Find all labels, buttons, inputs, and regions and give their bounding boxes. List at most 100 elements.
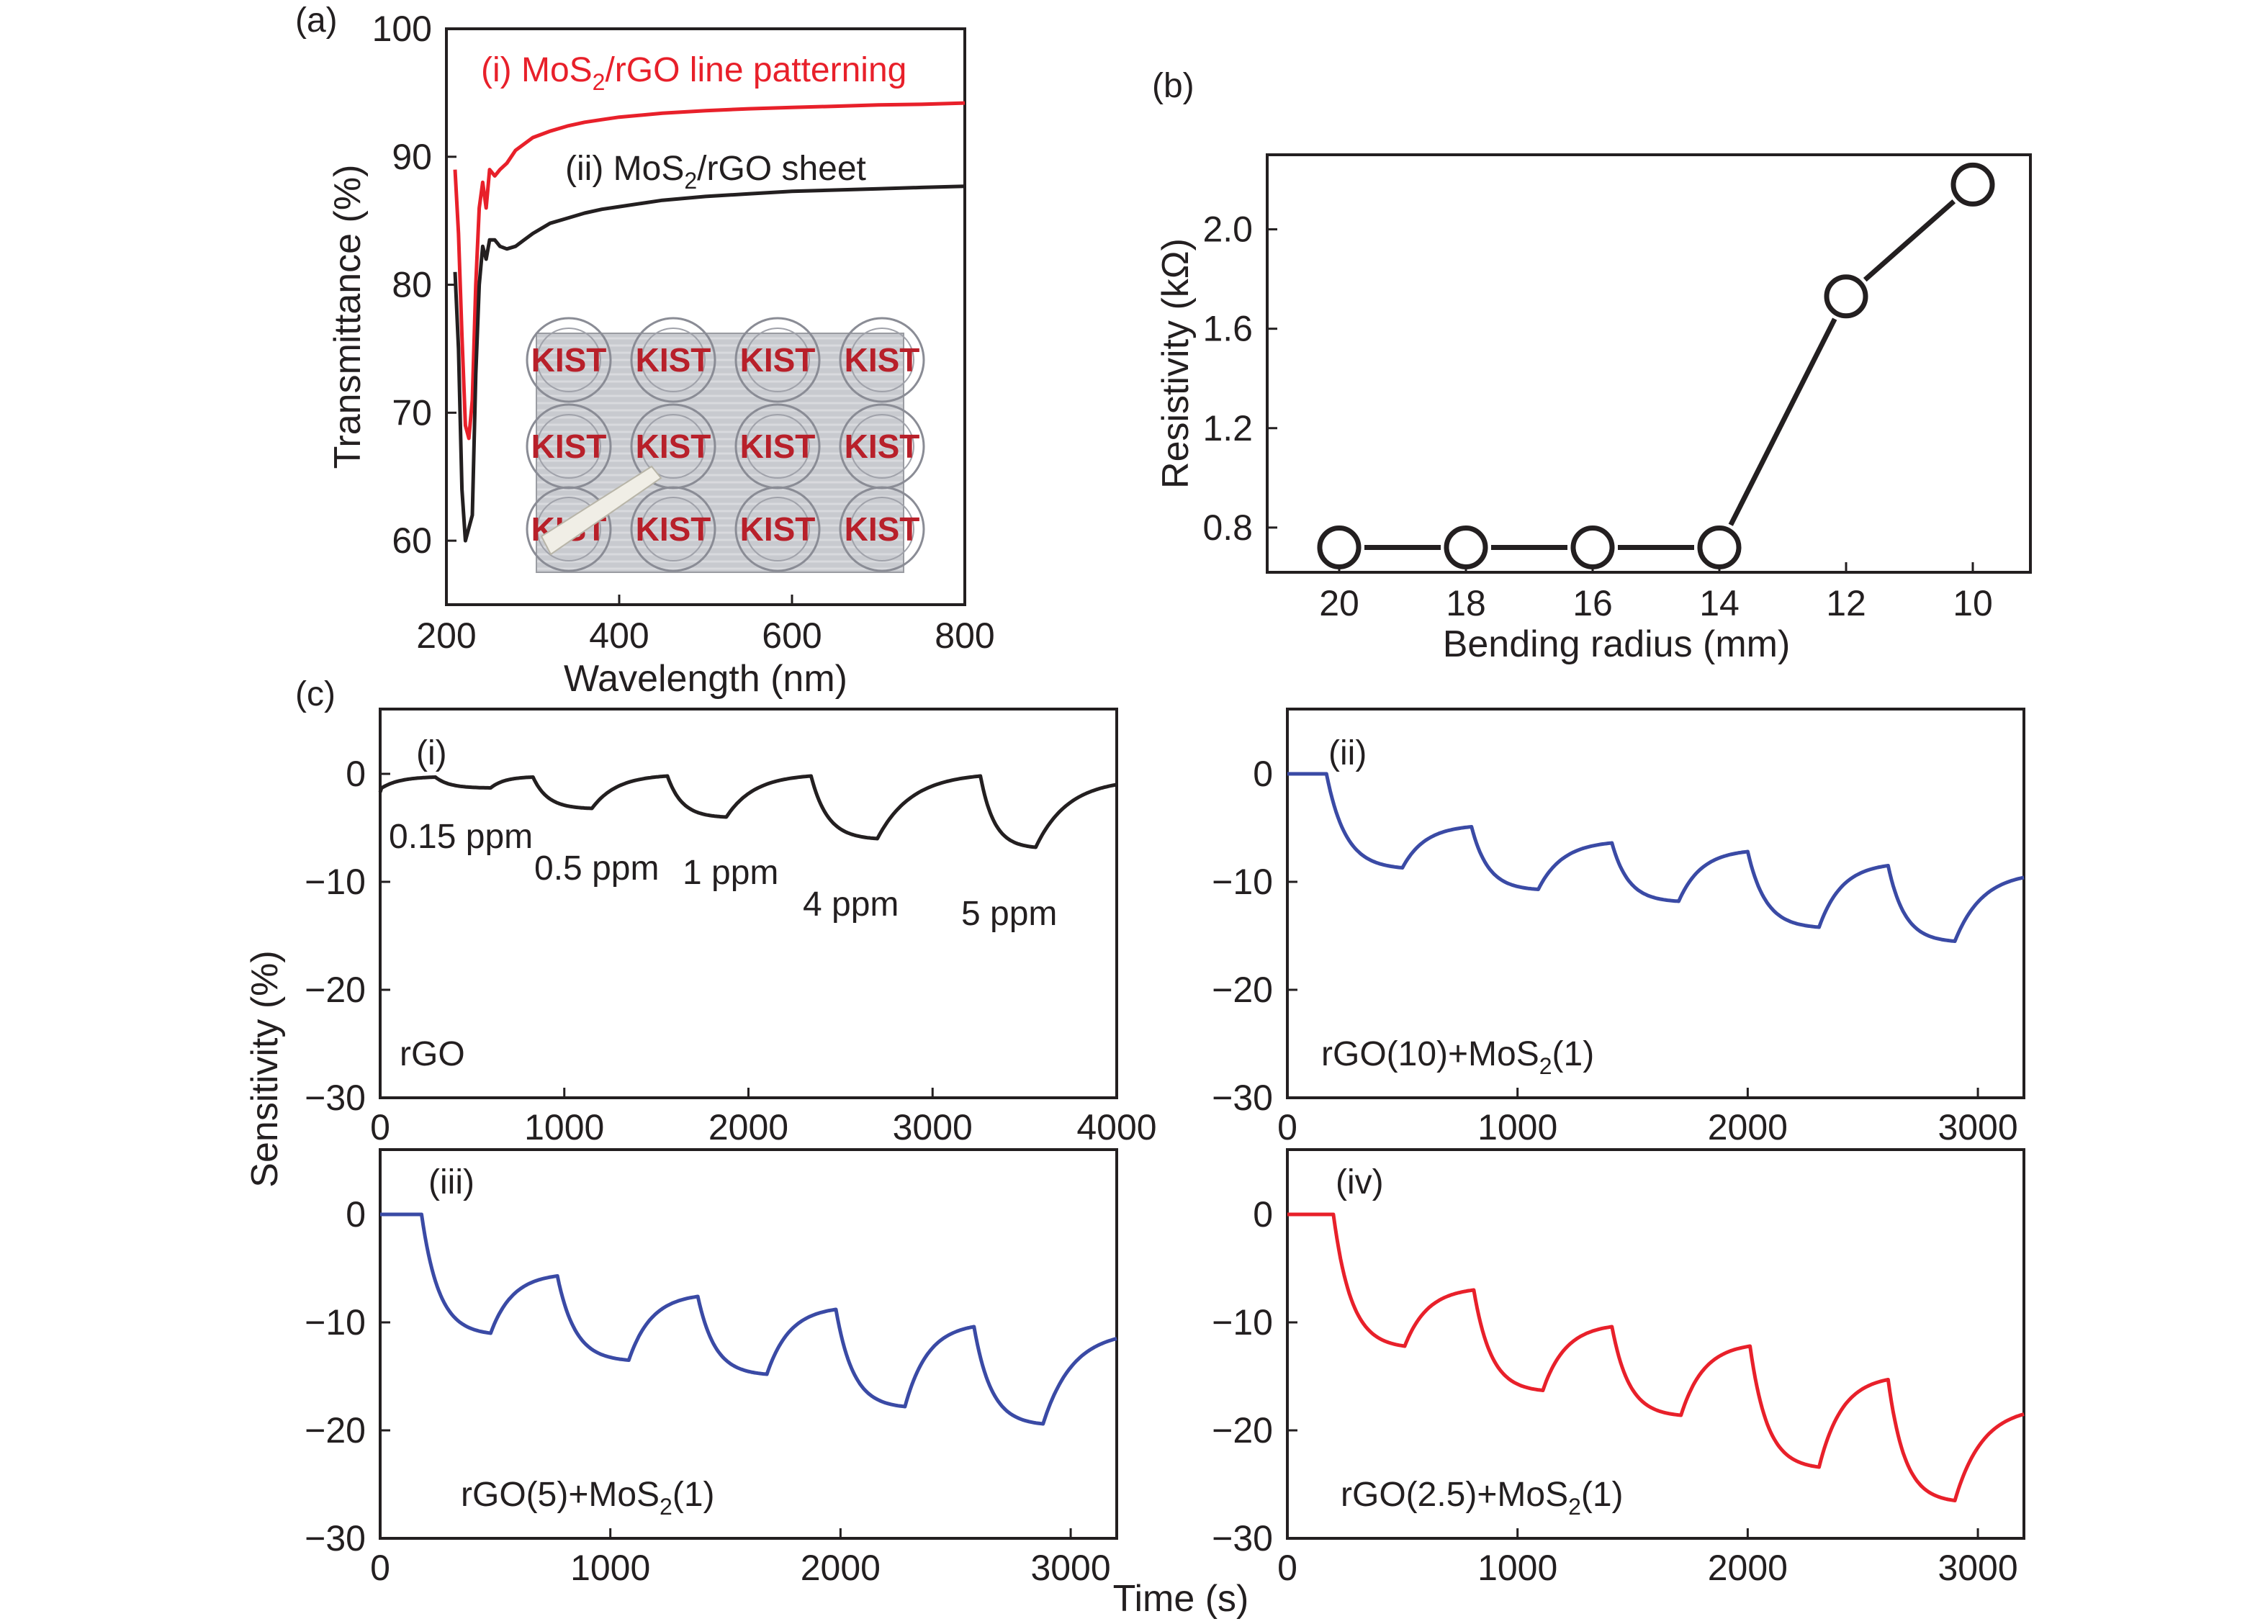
logo-inner-ring [745, 497, 810, 561]
sensitivity-chart-rgo2-5: 0 1000 2000 3000 0 −10 −20 −30 [1212, 1148, 2025, 1588]
y-tick-label-c-i: −30 [305, 1078, 366, 1118]
legend-sheet: (ii) MoS2/rGO sheet [565, 150, 866, 194]
x-tick-label-c-iv: 0 [1277, 1548, 1297, 1588]
x-tick-label-c-iv: 2000 [1708, 1548, 1788, 1588]
logo-text: KIST [740, 510, 816, 548]
resistivity-point [1824, 274, 1868, 319]
x-axis-label-a: Wavelength (nm) [564, 658, 847, 700]
y-tick-label-c-ii: −10 [1212, 862, 1273, 902]
y-axis-label-c: Sensitivity (%) [244, 950, 286, 1187]
x-tick-label-c-iv: 3000 [1938, 1548, 2017, 1588]
logo-text: KIST [845, 510, 920, 548]
y-tick-label-a: 60 [392, 520, 432, 561]
logo-inner-ring [536, 497, 601, 561]
y-tick-label-c-iv: −20 [1212, 1410, 1273, 1451]
logo-ring [630, 486, 716, 572]
logo-text: KIST [845, 341, 920, 379]
legend-i-sub: 2 [593, 69, 606, 95]
logo-inner-ring [745, 414, 810, 479]
subpanel-i-label: (i) [416, 734, 447, 772]
logo-ring [526, 317, 612, 403]
x-tick-label-c-iii: 3000 [1030, 1548, 1110, 1588]
legend-rgo5-suffix: (1) [672, 1476, 715, 1514]
logo-inner-ring [641, 414, 706, 479]
x-tick-label-b: 12 [1826, 583, 1866, 623]
logo-text: KIST [740, 341, 816, 379]
subpanel-iii-label: (iii) [428, 1163, 474, 1201]
x-tick-label-c-iv: 1000 [1477, 1548, 1557, 1588]
legend-rgo: rGO [400, 1035, 465, 1073]
y-tick-label-c-i: 0 [346, 754, 366, 794]
legend-rgo10-sub: 2 [1539, 1053, 1552, 1079]
sensitivity-chart-rgo5: 0 1000 2000 3000 0 −10 −20 −30 [305, 1148, 1118, 1588]
plot-frame-a [445, 27, 966, 606]
legend-rgo2-5-suffix: (1) [1581, 1476, 1624, 1514]
x-tick-label-c-i: 0 [370, 1107, 390, 1147]
legend-rgo2-5: rGO(2.5)+MoS2(1) [1341, 1476, 1624, 1520]
resistivity-segment [1863, 199, 1956, 282]
x-tick-label-a: 200 [416, 615, 476, 656]
subpanel-ii-label: (ii) [1328, 734, 1367, 772]
y-axis-label-b: Resistivity (kΩ) [1155, 238, 1197, 489]
annotation-4-ppm: 4 ppm [803, 885, 899, 924]
logo-inner-ring [536, 328, 601, 392]
logo-inner-ring [850, 497, 914, 561]
x-tick-label-c-i: 4000 [1076, 1107, 1156, 1147]
legend-rgo5-prefix: rGO(5)+MoS [461, 1476, 660, 1514]
logo-inner-ring [641, 497, 706, 561]
x-tick-label-c-i: 1000 [524, 1107, 604, 1147]
x-tick-label-c-i: 3000 [893, 1107, 973, 1147]
logo-inner-ring [850, 414, 914, 479]
legend-i-prefix: (i) MoS [481, 51, 593, 89]
y-tick-label-c-ii: −20 [1212, 970, 1273, 1010]
photo-inset: KIST KIST KIST KIST KIST KIST KIST KIST KIST KIST… [526, 317, 925, 573]
y-tick-label-b: 0.8 [1202, 508, 1253, 548]
photo-stripes [537, 337, 903, 570]
logo-ring [734, 317, 821, 403]
logo-text: KIST [636, 428, 711, 465]
legend-i-suffix: /rGO line patterning [605, 51, 906, 89]
logo-text: KIST [845, 428, 920, 465]
x-tick-label-a: 400 [589, 615, 649, 656]
x-axis-label-b: Bending radius (mm) [1443, 623, 1791, 665]
plot-frame-c-iv [1286, 1148, 2025, 1540]
legend-ii-prefix: (ii) MoS [565, 150, 684, 188]
logo-text: KIST [636, 341, 711, 379]
logo-inner-ring [641, 328, 706, 392]
sensitivity-chart-rgo10: 0 1000 2000 3000 0 −10 −20 −30 [1212, 708, 2025, 1147]
y-tick-label-c-iv: −30 [1212, 1518, 1273, 1558]
logo-text: KIST [740, 428, 816, 465]
plot-frame-c-iii [379, 1148, 1118, 1540]
y-tick-label-a: 100 [372, 9, 432, 49]
legend-rgo2-5-prefix: rGO(2.5)+MoS [1341, 1476, 1568, 1514]
transmittance-series [453, 101, 966, 543]
logo-ring [839, 486, 925, 572]
x-tick-label-c-i: 2000 [708, 1107, 788, 1147]
y-tick-label-c-iii: −10 [305, 1302, 366, 1343]
y-tick-label-a: 80 [392, 265, 432, 305]
axis-ticks-b: 20 18 16 14 12 10 0.8 1.2 1.6 2.0 [1202, 209, 1992, 623]
x-tick-label-c-iii: 0 [370, 1548, 390, 1588]
y-axis-label-a: Transmittance (%) [327, 165, 369, 469]
y-tick-label-a: 70 [392, 392, 432, 433]
x-tick-label-c-ii: 3000 [1938, 1107, 2017, 1147]
resistivity-point [1317, 525, 1362, 569]
x-tick-label-b: 18 [1446, 583, 1486, 623]
subpanel-iv-label: (iv) [1336, 1163, 1384, 1201]
legend-rgo10-prefix: rGO(10)+MoS [1321, 1035, 1539, 1073]
y-tick-label-b: 2.0 [1202, 209, 1253, 250]
plot-frame-b [1266, 153, 2032, 574]
logo-text: KIST [531, 341, 607, 379]
resistivity-series [1317, 162, 1995, 569]
legend-rgo5-sub: 2 [660, 1494, 672, 1520]
series-sheet [453, 184, 966, 543]
legend-line-patterning: (i) MoS2/rGO line patterning [481, 51, 906, 95]
annotation-0-15-ppm: 0.15 ppm [389, 818, 533, 856]
annotation-5-ppm: 5 ppm [961, 895, 1057, 933]
x-tick-label-b: 20 [1319, 583, 1359, 623]
logo-ring [839, 317, 925, 403]
resistivity-point [1444, 525, 1488, 569]
sensitivity-series-c-i [378, 774, 1117, 849]
x-tick-label-c-ii: 1000 [1477, 1107, 1557, 1147]
